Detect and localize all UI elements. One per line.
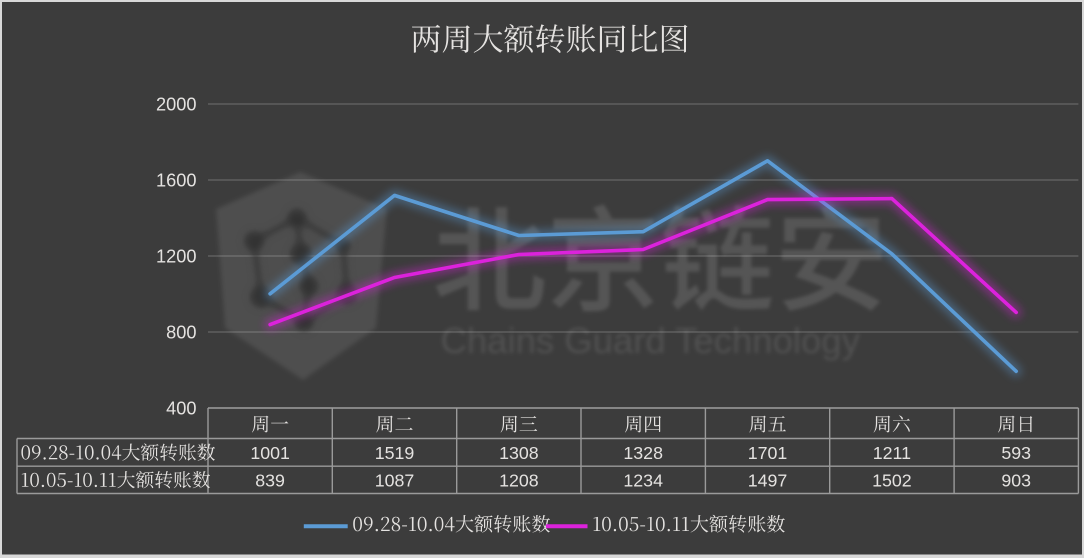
svg-text:1200: 1200 xyxy=(156,246,196,266)
svg-text:1208: 1208 xyxy=(499,471,539,491)
svg-text:1600: 1600 xyxy=(156,170,196,190)
svg-text:1234: 1234 xyxy=(623,471,663,491)
svg-text:1497: 1497 xyxy=(748,471,788,491)
svg-text:839: 839 xyxy=(255,471,285,491)
svg-text:1308: 1308 xyxy=(499,443,539,463)
svg-text:1701: 1701 xyxy=(748,443,788,463)
svg-text:Chains Guard Technology: Chains Guard Technology xyxy=(441,320,861,361)
svg-text:2000: 2000 xyxy=(156,94,196,114)
svg-text:400: 400 xyxy=(166,398,196,418)
svg-text:593: 593 xyxy=(1001,443,1031,463)
svg-text:1502: 1502 xyxy=(872,471,912,491)
svg-text:800: 800 xyxy=(166,322,196,342)
svg-text:1328: 1328 xyxy=(623,443,663,463)
svg-text:1087: 1087 xyxy=(375,471,415,491)
svg-text:1001: 1001 xyxy=(250,443,290,463)
svg-text:903: 903 xyxy=(1001,471,1031,491)
svg-text:1519: 1519 xyxy=(375,443,415,463)
svg-text:1211: 1211 xyxy=(873,443,911,463)
